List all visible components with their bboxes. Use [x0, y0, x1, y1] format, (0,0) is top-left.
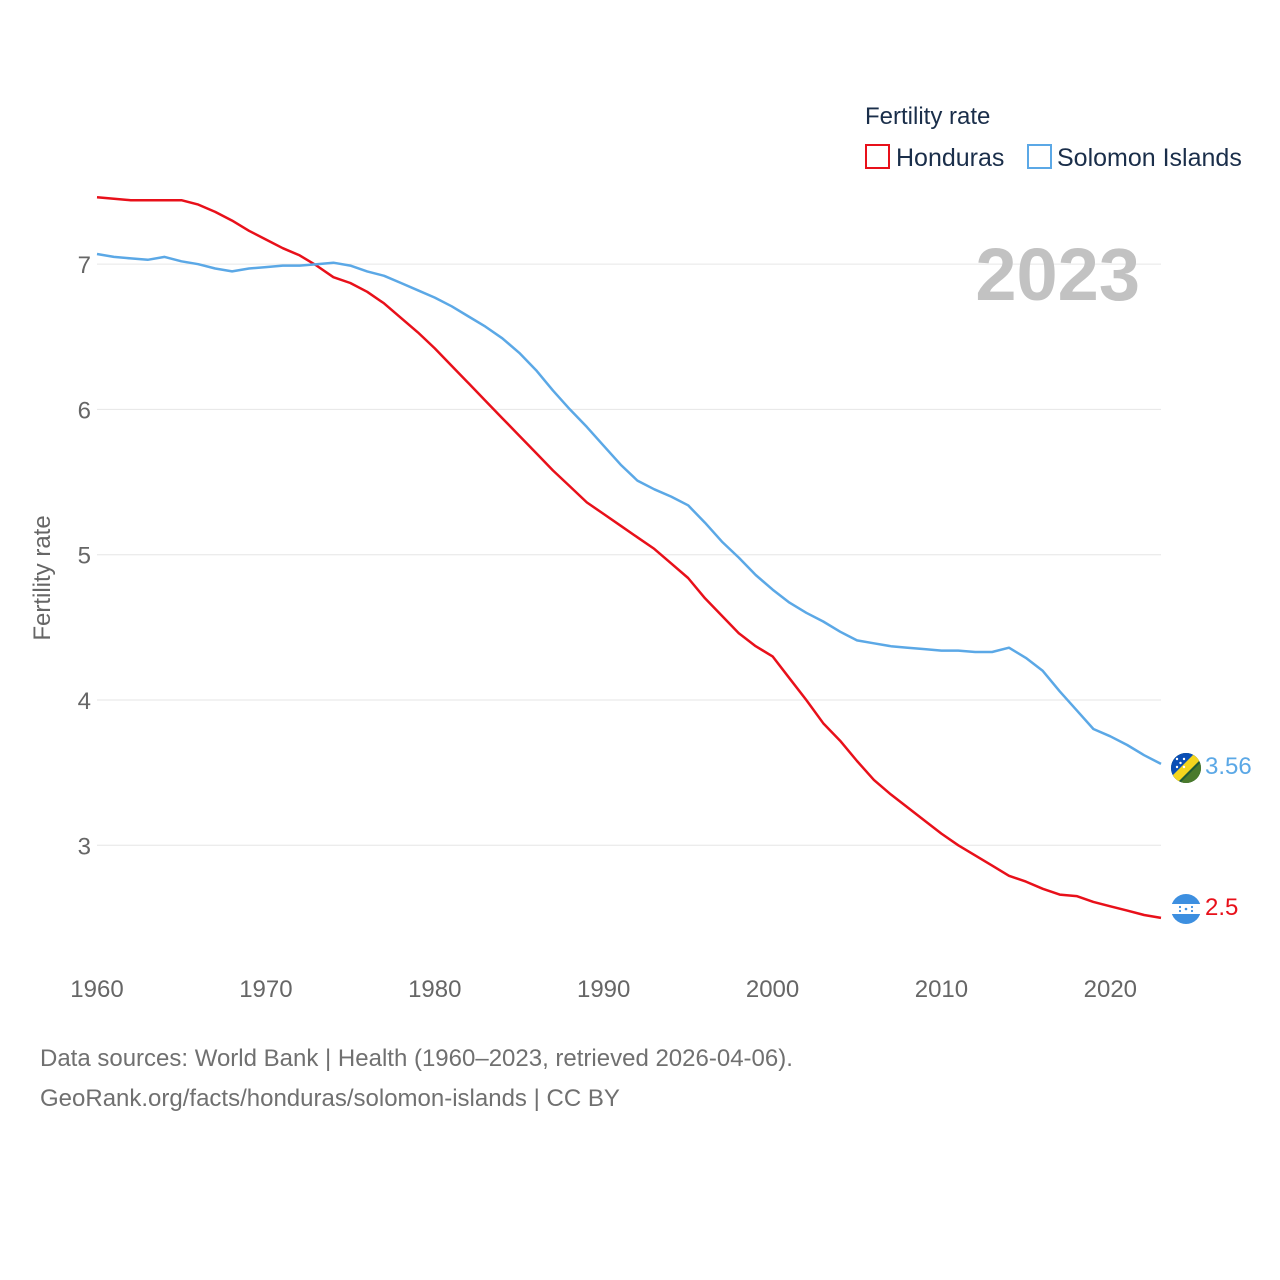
x-tick-label: 1980 — [408, 976, 461, 1003]
x-tick-label: 2000 — [746, 976, 799, 1003]
y-tick-label: 4 — [78, 688, 91, 715]
legend-item-solomon-islands[interactable]: Solomon Islands — [1027, 144, 1242, 172]
legend-swatch-honduras — [865, 144, 890, 169]
x-tick-label: 1960 — [70, 976, 123, 1003]
end-label-solomon-islands: 3.56 — [1205, 753, 1252, 780]
legend-label-honduras: Honduras — [896, 144, 1004, 172]
legend: Fertility rate Honduras Solomon Islands — [865, 103, 1242, 172]
y-tick-label: 7 — [78, 252, 91, 279]
y-tick-label: 6 — [78, 397, 91, 424]
legend-swatch-solomon-islands — [1027, 144, 1052, 169]
series-line-honduras[interactable] — [96, 196, 1162, 920]
series-line-solomon-islands[interactable] — [96, 252, 1162, 766]
x-tick-label: 2010 — [915, 976, 968, 1003]
year-watermark: 2023 — [975, 233, 1140, 316]
footer-sources: Data sources: World Bank | Health (1960–… — [40, 1045, 793, 1072]
y-tick-label: 5 — [78, 543, 91, 570]
legend-item-honduras[interactable]: Honduras — [865, 144, 1004, 172]
honduras-flag-icon — [1171, 894, 1201, 924]
legend-title: Fertility rate — [865, 103, 990, 130]
grid-lines — [97, 263, 1161, 846]
y-axis-label: Fertility rate — [29, 515, 56, 640]
y-axis-ticks: 3 4 5 6 7 — [78, 252, 91, 860]
end-label-honduras: 2.5 — [1205, 894, 1238, 921]
x-tick-label: 2020 — [1084, 976, 1137, 1003]
y-tick-label: 3 — [78, 833, 91, 860]
x-tick-label: 1990 — [577, 976, 630, 1003]
series-lines — [96, 196, 1162, 920]
x-axis-ticks: 1960 1970 1980 1990 2000 2010 2020 — [70, 976, 1137, 1003]
legend-label-solomon-islands: Solomon Islands — [1057, 144, 1242, 172]
x-tick-label: 1970 — [239, 976, 292, 1003]
footer-credit[interactable]: GeoRank.org/facts/honduras/solomon-islan… — [40, 1085, 620, 1112]
solomon-islands-flag-icon — [1171, 753, 1201, 783]
